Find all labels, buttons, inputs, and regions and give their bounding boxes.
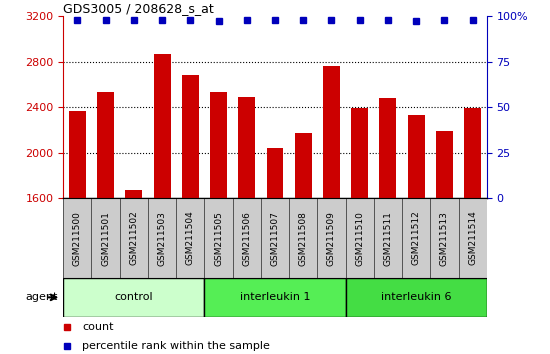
Text: GSM211506: GSM211506 (242, 211, 251, 266)
Bar (379, 98, 397, 198)
Text: GSM211514: GSM211514 (468, 211, 477, 266)
Bar (148, 198, 176, 278)
Bar (63, 278, 205, 317)
Text: GSM211500: GSM211500 (73, 211, 82, 266)
Bar (430, 198, 459, 278)
Text: GSM211510: GSM211510 (355, 211, 364, 266)
Text: GSM211502: GSM211502 (129, 211, 139, 266)
Text: interleukin 1: interleukin 1 (240, 292, 310, 302)
Text: interleukin 6: interleukin 6 (381, 292, 452, 302)
Bar (345, 198, 374, 278)
Bar (63, 198, 91, 278)
Bar (374, 198, 402, 278)
Bar (210, 92, 227, 198)
Text: GSM211509: GSM211509 (327, 211, 336, 266)
Bar (408, 115, 425, 198)
Bar (323, 66, 340, 198)
Bar (233, 198, 261, 278)
Text: count: count (82, 322, 114, 332)
Bar (261, 198, 289, 278)
Bar (459, 198, 487, 278)
Text: GDS3005 / 208628_s_at: GDS3005 / 208628_s_at (63, 2, 214, 15)
Text: agent: agent (25, 292, 58, 302)
Bar (125, 190, 142, 198)
Bar (464, 108, 481, 198)
Bar (182, 75, 199, 198)
Text: GSM211508: GSM211508 (299, 211, 308, 266)
Bar (120, 198, 148, 278)
Text: GSM211503: GSM211503 (157, 211, 167, 266)
Bar (205, 198, 233, 278)
Text: GSM211504: GSM211504 (186, 211, 195, 266)
Bar (205, 278, 345, 317)
Bar (345, 278, 487, 317)
Bar (351, 108, 368, 198)
Bar (153, 53, 170, 198)
Bar (69, 110, 86, 198)
Bar (238, 97, 255, 198)
Bar (176, 198, 205, 278)
Text: GSM211512: GSM211512 (411, 211, 421, 266)
Bar (317, 198, 345, 278)
Text: GSM211501: GSM211501 (101, 211, 110, 266)
Text: GSM211513: GSM211513 (440, 211, 449, 266)
Bar (267, 148, 283, 198)
Bar (289, 198, 317, 278)
Bar (402, 198, 430, 278)
Text: GSM211511: GSM211511 (383, 211, 393, 266)
Text: GSM211507: GSM211507 (271, 211, 279, 266)
Text: control: control (114, 292, 153, 302)
Bar (295, 133, 312, 198)
Text: percentile rank within the sample: percentile rank within the sample (82, 341, 270, 351)
Bar (436, 131, 453, 198)
Bar (91, 198, 120, 278)
Text: GSM211505: GSM211505 (214, 211, 223, 266)
Bar (97, 92, 114, 198)
